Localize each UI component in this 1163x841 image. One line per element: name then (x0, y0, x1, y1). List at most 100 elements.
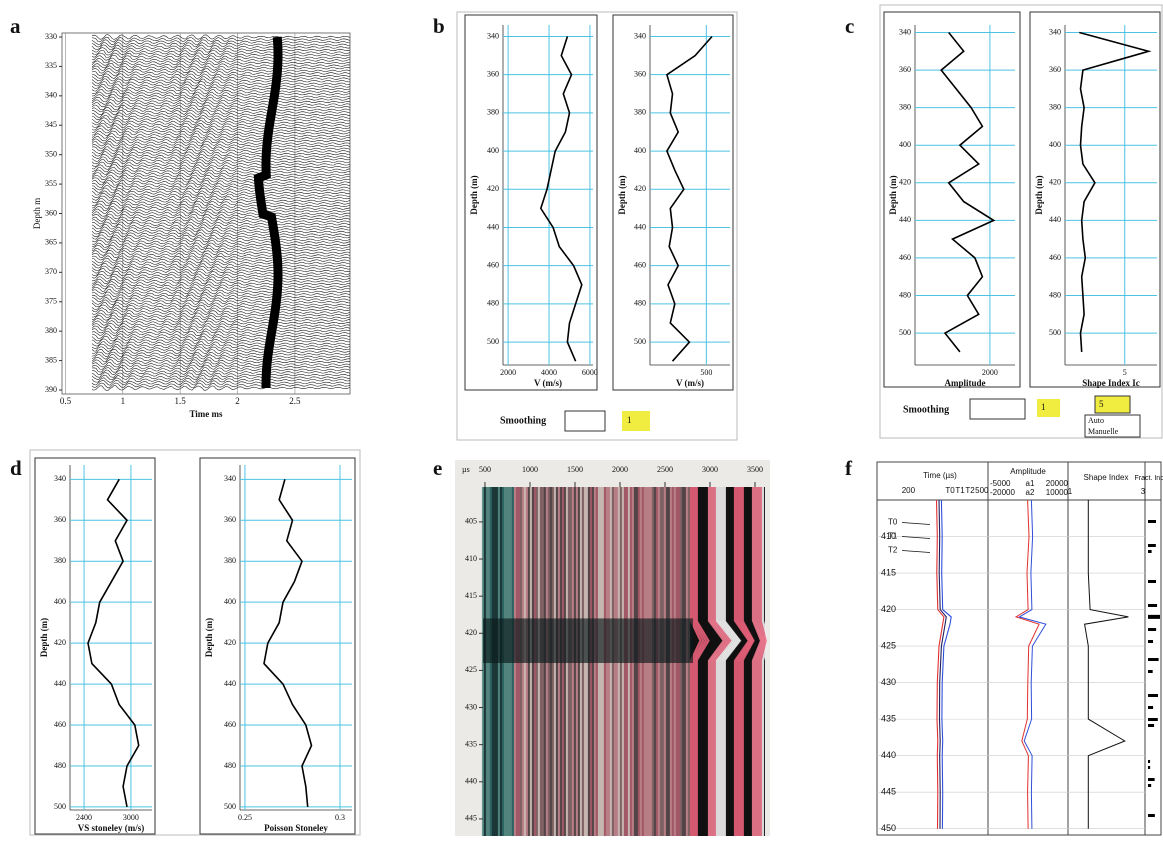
seismic-trace (91, 104, 351, 110)
seismic-trace (91, 353, 351, 360)
seismic-trace (91, 133, 350, 139)
x-axis-title: VS stoneley (m/s) (78, 823, 145, 833)
fracture-bar (1148, 580, 1157, 583)
track-frame (34, 457, 156, 835)
y-tick-label: 480 (54, 761, 66, 770)
seismic-trace (91, 268, 351, 274)
fracture-bar (1148, 550, 1152, 553)
seismic-trace (91, 187, 351, 194)
image-stripe (735, 487, 752, 836)
seismic-trace (91, 70, 351, 76)
seismic-trace (91, 34, 351, 40)
image-stripe (709, 487, 728, 836)
y-tick-label: 400 (54, 597, 66, 606)
track-frame (883, 11, 1021, 388)
track-title: Fract. Index (1135, 475, 1163, 482)
image-stripe (757, 487, 767, 836)
seismic-trace (91, 166, 351, 173)
seismic-trace (91, 359, 351, 365)
y-tick-label: 500 (634, 337, 646, 346)
input-box[interactable] (622, 411, 650, 431)
seismic-trace (91, 94, 351, 100)
annotation: T2 (888, 546, 898, 555)
seismic-trace (91, 130, 351, 136)
image-stripe (711, 487, 730, 836)
y-tick-label: 415 (881, 567, 896, 577)
panel-frame (456, 11, 738, 441)
x-tick-label: -20000 (990, 488, 1015, 497)
fracture-bar (1148, 640, 1154, 643)
input-value: 5 (1099, 399, 1104, 409)
y-tick-label: 330 (45, 32, 57, 41)
seismic-trace (91, 140, 351, 147)
seismic-trace (91, 213, 351, 220)
seismic-trace (91, 49, 351, 56)
seismic-trace (91, 39, 351, 45)
y-tick-label: 400 (487, 146, 499, 155)
seismic-trace (91, 260, 351, 266)
fracture-bar (1148, 520, 1156, 523)
y-tick-label: 420 (224, 638, 236, 647)
seismic-trace (91, 374, 350, 381)
image-stripe (731, 487, 749, 836)
log-curve (1079, 31, 1152, 352)
legend-entry: a2 (1026, 488, 1035, 497)
seismic-trace (91, 200, 351, 206)
input-box[interactable] (1094, 395, 1131, 414)
panel-label: e (433, 456, 442, 480)
seismic-trace (91, 96, 350, 103)
seismic-trace (91, 317, 350, 323)
fracture-bar (1148, 706, 1154, 709)
y-tick-label: 380 (487, 108, 499, 117)
image-stripe (751, 487, 763, 836)
panel-label: f (845, 456, 853, 480)
option[interactable]: Auto (1088, 416, 1104, 425)
seismic-trace (91, 55, 351, 61)
seismic-trace (91, 153, 351, 160)
fracture-bar (1148, 614, 1160, 619)
y-tick-label: 500 (487, 337, 499, 346)
seismic-trace (91, 146, 351, 152)
image-stripe (689, 487, 702, 836)
y-tick-label: 400 (1049, 140, 1061, 149)
seismic-trace (91, 244, 351, 251)
seismic-trace (91, 81, 351, 87)
track-title: Amplitude (1010, 467, 1046, 476)
option[interactable]: Manuelle (1088, 427, 1119, 436)
control-label: Smoothing (500, 415, 546, 426)
input-box[interactable] (1037, 399, 1060, 417)
y-tick-label: 445 (465, 814, 477, 823)
seismic-trace (91, 107, 351, 113)
y-tick-label: 425 (881, 640, 896, 650)
image-stripe (729, 487, 748, 836)
seismic-trace (91, 296, 351, 303)
log-curve (935, 499, 945, 829)
y-tick-label: 440 (899, 215, 911, 224)
seismic-trace (91, 159, 351, 165)
y-tick-label: 360 (224, 515, 236, 524)
input-box[interactable] (969, 398, 1026, 420)
x-tick-label: 1 (121, 396, 126, 406)
seismic-trace (91, 255, 351, 261)
seismic-trace (91, 120, 351, 126)
seismic-trace (91, 115, 351, 121)
image-stripe (749, 487, 761, 836)
seismic-trace (91, 338, 350, 344)
y-tick-label: 500 (1049, 328, 1061, 337)
seismic-trace (91, 322, 351, 329)
seismic-trace (91, 273, 351, 280)
option-list[interactable] (1084, 414, 1141, 438)
x-tick-label: 3500 (747, 465, 763, 474)
y-tick-label: 355 (45, 179, 57, 188)
fracture-bar (1148, 814, 1155, 817)
input-box[interactable] (564, 410, 606, 432)
seismic-trace (91, 135, 351, 142)
y-tick-label: 340 (487, 31, 499, 40)
seismic-trace (91, 247, 351, 253)
x-tick-label: 2500 (657, 465, 673, 474)
x-tick-label: 1500 (567, 465, 583, 474)
seismic-trace (91, 380, 351, 386)
seismic-trace (91, 216, 351, 222)
seismic-trace (91, 263, 350, 269)
y-tick-label: 360 (45, 208, 57, 217)
